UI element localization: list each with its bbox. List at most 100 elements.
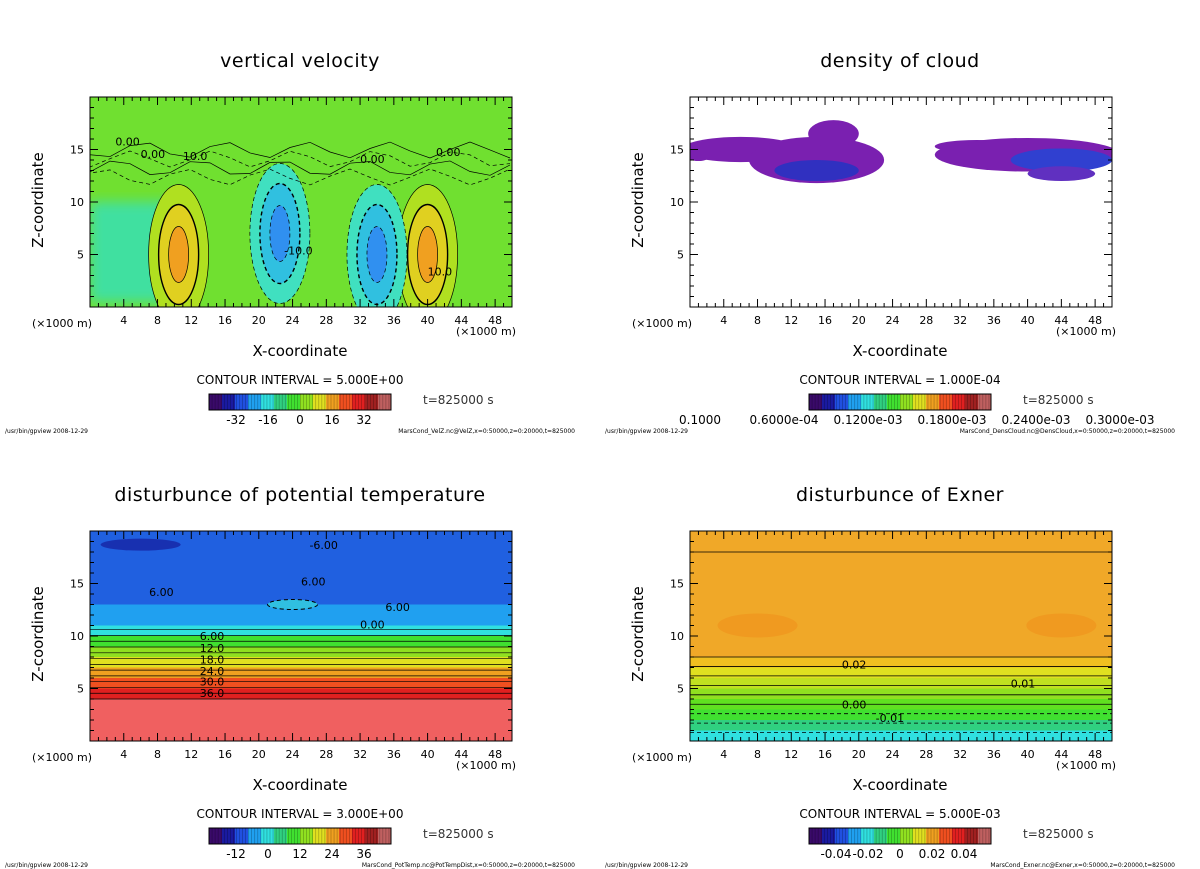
x-tick-label: 28	[919, 748, 933, 761]
colorbar-swatch	[352, 828, 365, 844]
contour-label: 18.0	[200, 653, 225, 666]
cloud-region	[774, 160, 859, 181]
colorbar-swatch	[861, 394, 874, 410]
contour-band	[690, 720, 1112, 731]
colorbar-swatch	[848, 828, 861, 844]
colorbar-swatch	[339, 828, 352, 844]
x-tick-label: 28	[319, 748, 333, 761]
colorbar-swatch	[300, 394, 313, 410]
footer-source: MarsCond_VelZ.nc@VelZ,x=0:50000,z=0:2000…	[398, 428, 575, 435]
contour-line	[90, 168, 511, 186]
y-axis-label: Z-coordinate	[629, 586, 647, 682]
contour-band	[690, 730, 1112, 741]
contour-label: 10.0	[428, 266, 453, 279]
contour-label: -0.01	[876, 712, 904, 725]
contour-field	[690, 531, 1112, 741]
chart-panel: disturbunce of Exner 4 8 12 16 20 24 28 32 36 40 44…	[600, 434, 1200, 869]
x-tick-label: 32	[353, 314, 367, 327]
contour-label: 6.00	[200, 630, 225, 643]
contour-band	[90, 688, 512, 699]
field-region	[100, 538, 181, 551]
contour-label: 0.00	[360, 153, 385, 166]
contour-mark	[366, 226, 388, 283]
colorbar-tick-label: 0.1800e-03	[918, 413, 987, 427]
colorbar-tick-label: 0	[296, 413, 304, 427]
field-background	[690, 97, 1112, 307]
colorbar-tick-label: -16	[258, 413, 278, 427]
colorbar-swatch	[926, 394, 939, 410]
field-region	[1026, 613, 1097, 638]
x-tick-label: 24	[886, 748, 900, 761]
contour-label: -10.0	[284, 245, 312, 258]
colorbar-tick-label: 24	[324, 847, 339, 861]
y-tick-label: 10	[70, 630, 84, 643]
cloud-region	[1010, 148, 1112, 172]
colorbar-tick-label: 0	[264, 847, 272, 861]
contour-mark	[168, 226, 189, 283]
colorbar-swatch	[835, 394, 848, 410]
contour-field	[90, 97, 512, 307]
x-tick-label: 44	[1054, 314, 1068, 327]
colorbar-swatch	[339, 394, 352, 410]
x-tick-label: 4	[720, 748, 727, 761]
contour-field	[90, 531, 512, 741]
y-axis-label: Z-coordinate	[629, 152, 647, 248]
x-tick-label: 16	[218, 314, 232, 327]
footer-program: /usr/bin/gpview 2008-12-29	[605, 428, 688, 435]
x-tick-label: 4	[120, 748, 127, 761]
footer-program: /usr/bin/gpview 2008-12-29	[605, 862, 688, 869]
colorbar-tick-label: 0.2400e-03	[1002, 413, 1071, 427]
plot-area: 4 8 12 16 20 24 28 32 36 40 44 48510156.0012.018.02…	[70, 530, 513, 861]
colorbar-swatch	[900, 828, 913, 844]
x-tick-label: 24	[886, 314, 900, 327]
colorbar-swatch	[222, 394, 235, 410]
colorbar-tick-label: -12	[226, 847, 246, 861]
field-region	[717, 613, 798, 638]
colorbar-swatch	[978, 394, 991, 410]
chart-title: density of cloud	[820, 50, 980, 72]
chart-panel: vertical velocity 4 8 12 16 20 24 28 32 36 40 44 48 5…	[0, 0, 600, 435]
cloud-region	[690, 148, 712, 162]
y-tick-label: 15	[670, 144, 684, 157]
x-unit-label-left: (×1000 m)	[32, 751, 93, 764]
footer-source: MarsCond_DensCloud.nc@DensCloud,x=0:5000…	[959, 428, 1175, 435]
x-tick-label: 36	[387, 748, 401, 761]
colorbar-swatch	[848, 394, 861, 410]
colorbar-swatch	[939, 828, 952, 844]
colorbar-tick-label: 0.1000	[679, 413, 721, 427]
x-tick-label: 40	[421, 748, 435, 761]
x-tick-label: 20	[852, 748, 866, 761]
y-tick-label: 15	[70, 144, 84, 157]
x-tick-label: 20	[252, 314, 266, 327]
colorbar-tick-label: -32	[226, 413, 246, 427]
colorbar-swatch	[222, 828, 235, 844]
contour-label: 24.0	[200, 665, 225, 678]
colorbar-swatch	[378, 394, 391, 410]
colorbar-swatch	[913, 828, 926, 844]
colorbar-frame	[208, 393, 392, 411]
time-label: t=825000 s	[423, 827, 494, 841]
y-axis-label: Z-coordinate	[29, 586, 47, 682]
colorbar-tick-label: 16	[324, 413, 339, 427]
colorbar-frame	[808, 827, 992, 845]
colorbar-swatch	[809, 828, 822, 844]
y-tick-label: 10	[670, 196, 684, 209]
x-unit-label-right: (×1000 m)	[1056, 325, 1117, 338]
colorbar	[208, 827, 392, 845]
x-unit-label-left: (×1000 m)	[32, 317, 93, 330]
colorbar-swatch	[248, 394, 261, 410]
colorbar-swatch	[887, 394, 900, 410]
x-tick-label: 40	[421, 314, 435, 327]
colorbar-tick-label: 0.04	[951, 847, 978, 861]
x-tick-label: 36	[987, 748, 1001, 761]
contour-label: 6.00	[301, 576, 326, 589]
footer-program: /usr/bin/gpview 2008-12-29	[5, 428, 88, 435]
colorbar-swatch	[209, 828, 222, 844]
contour-field	[690, 97, 1112, 307]
chart-panel: density of cloud 4 8 12 16 20 24 28 32 36 40 44 48 5 1…	[600, 0, 1200, 435]
x-axis-label: X-coordinate	[852, 342, 948, 360]
x-tick-label: 24	[286, 314, 300, 327]
colorbar-swatch	[965, 828, 978, 844]
colorbar-swatch	[274, 394, 287, 410]
